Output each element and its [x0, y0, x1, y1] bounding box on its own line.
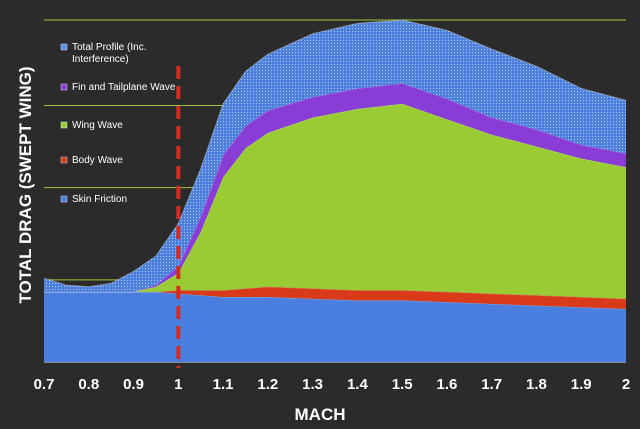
x-tick-label: 0.7 [34, 376, 55, 393]
x-tick-label: 1.3 [302, 376, 323, 393]
legend-swatch [60, 195, 68, 203]
legend-label: Body Wave [72, 155, 123, 166]
x-tick-label: 0.8 [78, 376, 99, 393]
area-series [43, 19, 627, 362]
legend-label: Skin Friction [72, 194, 127, 205]
legend-swatch [60, 156, 68, 164]
x-tick-label: 1.9 [571, 376, 592, 393]
x-axis-title: MACH [295, 405, 346, 424]
area-skin-friction [44, 291, 626, 362]
legend-swatch [60, 121, 68, 129]
x-tick-label: 2 [622, 376, 630, 393]
x-tick-label: 1.6 [436, 376, 457, 393]
legend-label: Total Profile (Inc. Interference) [72, 42, 146, 65]
x-tick-label: 1.8 [526, 376, 547, 393]
x-tick-label: 1.7 [481, 376, 502, 393]
x-tick-label: 1.2 [257, 376, 278, 393]
x-tick-labels: 0.7 0.8 0.9 1 1.1 1.2 1.3 1.4 1.5 1.6 1.7 1.8 1.9 2 [34, 376, 631, 393]
legend-swatch [60, 83, 68, 91]
area-body-wave [44, 286, 626, 309]
legend: Total Profile (Inc. Interference) Fin and … [60, 42, 176, 205]
x-tick-label: 1.1 [213, 376, 234, 393]
legend-swatch [60, 43, 68, 51]
y-axis-title: TOTAL DRAG (SWEPT WING) [16, 66, 35, 303]
legend-label: Fin and Tailplane Wave [72, 82, 176, 93]
area-wing-wave [44, 103, 626, 299]
x-tick-label: 1.5 [392, 376, 413, 393]
x-tick-label: 0.9 [123, 376, 144, 393]
area-total-profile-inc-interference [44, 20, 626, 292]
x-tick-label: 1 [174, 376, 182, 393]
legend-label: Wing Wave [72, 120, 123, 131]
area-edge [43, 19, 627, 288]
x-tick-label: 1.4 [347, 376, 369, 393]
